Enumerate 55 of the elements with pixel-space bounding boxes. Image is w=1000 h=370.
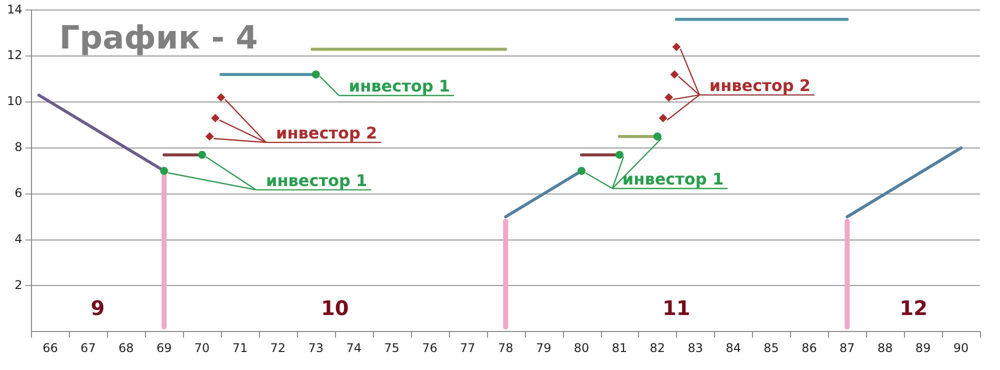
point	[217, 93, 226, 102]
y-tick-label: 2	[14, 278, 22, 292]
x-tick-label: 80	[574, 340, 590, 355]
annotation: 9	[90, 296, 105, 320]
x-tick-label: 88	[877, 340, 893, 355]
legend-label: инвестор 1	[622, 169, 724, 188]
annotation: 11	[662, 296, 690, 320]
x-tick-label: 75	[384, 340, 400, 355]
y-tick-label: 4	[14, 232, 22, 246]
point	[160, 166, 168, 175]
x-tick-label: 81	[612, 340, 628, 355]
point	[670, 70, 679, 78]
x-tick-label: 72	[270, 340, 286, 355]
point	[659, 114, 668, 122]
x-tick-label: 82	[650, 340, 666, 355]
x-tick-label: 74	[346, 340, 362, 355]
point	[672, 42, 680, 51]
legend-label: инвестор 1	[348, 76, 450, 96]
point	[198, 150, 206, 159]
point	[664, 93, 673, 102]
point	[312, 70, 320, 78]
legend-label: инвестор 1	[266, 170, 368, 190]
annotation: 12	[900, 296, 928, 320]
legend-label: инвестор 2	[276, 123, 378, 142]
x-tick-label: 77	[460, 340, 476, 355]
point	[653, 132, 662, 140]
y-tick-label: 6	[14, 186, 22, 200]
point	[211, 114, 220, 122]
x-tick-label: 68	[118, 340, 134, 355]
y-tick-label: 14	[6, 2, 22, 16]
x-tick-label: 76	[422, 340, 438, 355]
x-tick-label: 90	[953, 340, 969, 355]
point	[206, 132, 214, 140]
x-tick-label: 69	[156, 340, 172, 355]
point	[578, 166, 586, 175]
y-tick-label: 12	[6, 48, 22, 62]
x-tick-label: 83	[688, 340, 704, 355]
y-tick-label: 10	[6, 94, 22, 108]
x-tick-label: 79	[536, 340, 552, 355]
point	[615, 150, 624, 159]
x-tick-label: 73	[308, 340, 324, 355]
x-tick-label: 71	[232, 340, 248, 355]
x-tick-label: 85	[764, 340, 779, 355]
x-tick-label: 70	[194, 340, 210, 355]
legend-label: инвестор 2	[709, 76, 811, 95]
x-tick-label: 78	[498, 340, 514, 355]
x-tick-label: 87	[840, 340, 855, 355]
x-tick-label: 67	[80, 340, 96, 355]
y-tick-label: 8	[14, 140, 22, 154]
chart-title: График - 4	[59, 18, 258, 56]
x-tick-label: 86	[802, 340, 817, 355]
x-tick-label: 89	[915, 340, 931, 355]
x-tick-label: 84	[726, 340, 741, 355]
annotation: 10	[320, 296, 349, 320]
x-tick-label: 66	[42, 340, 58, 355]
